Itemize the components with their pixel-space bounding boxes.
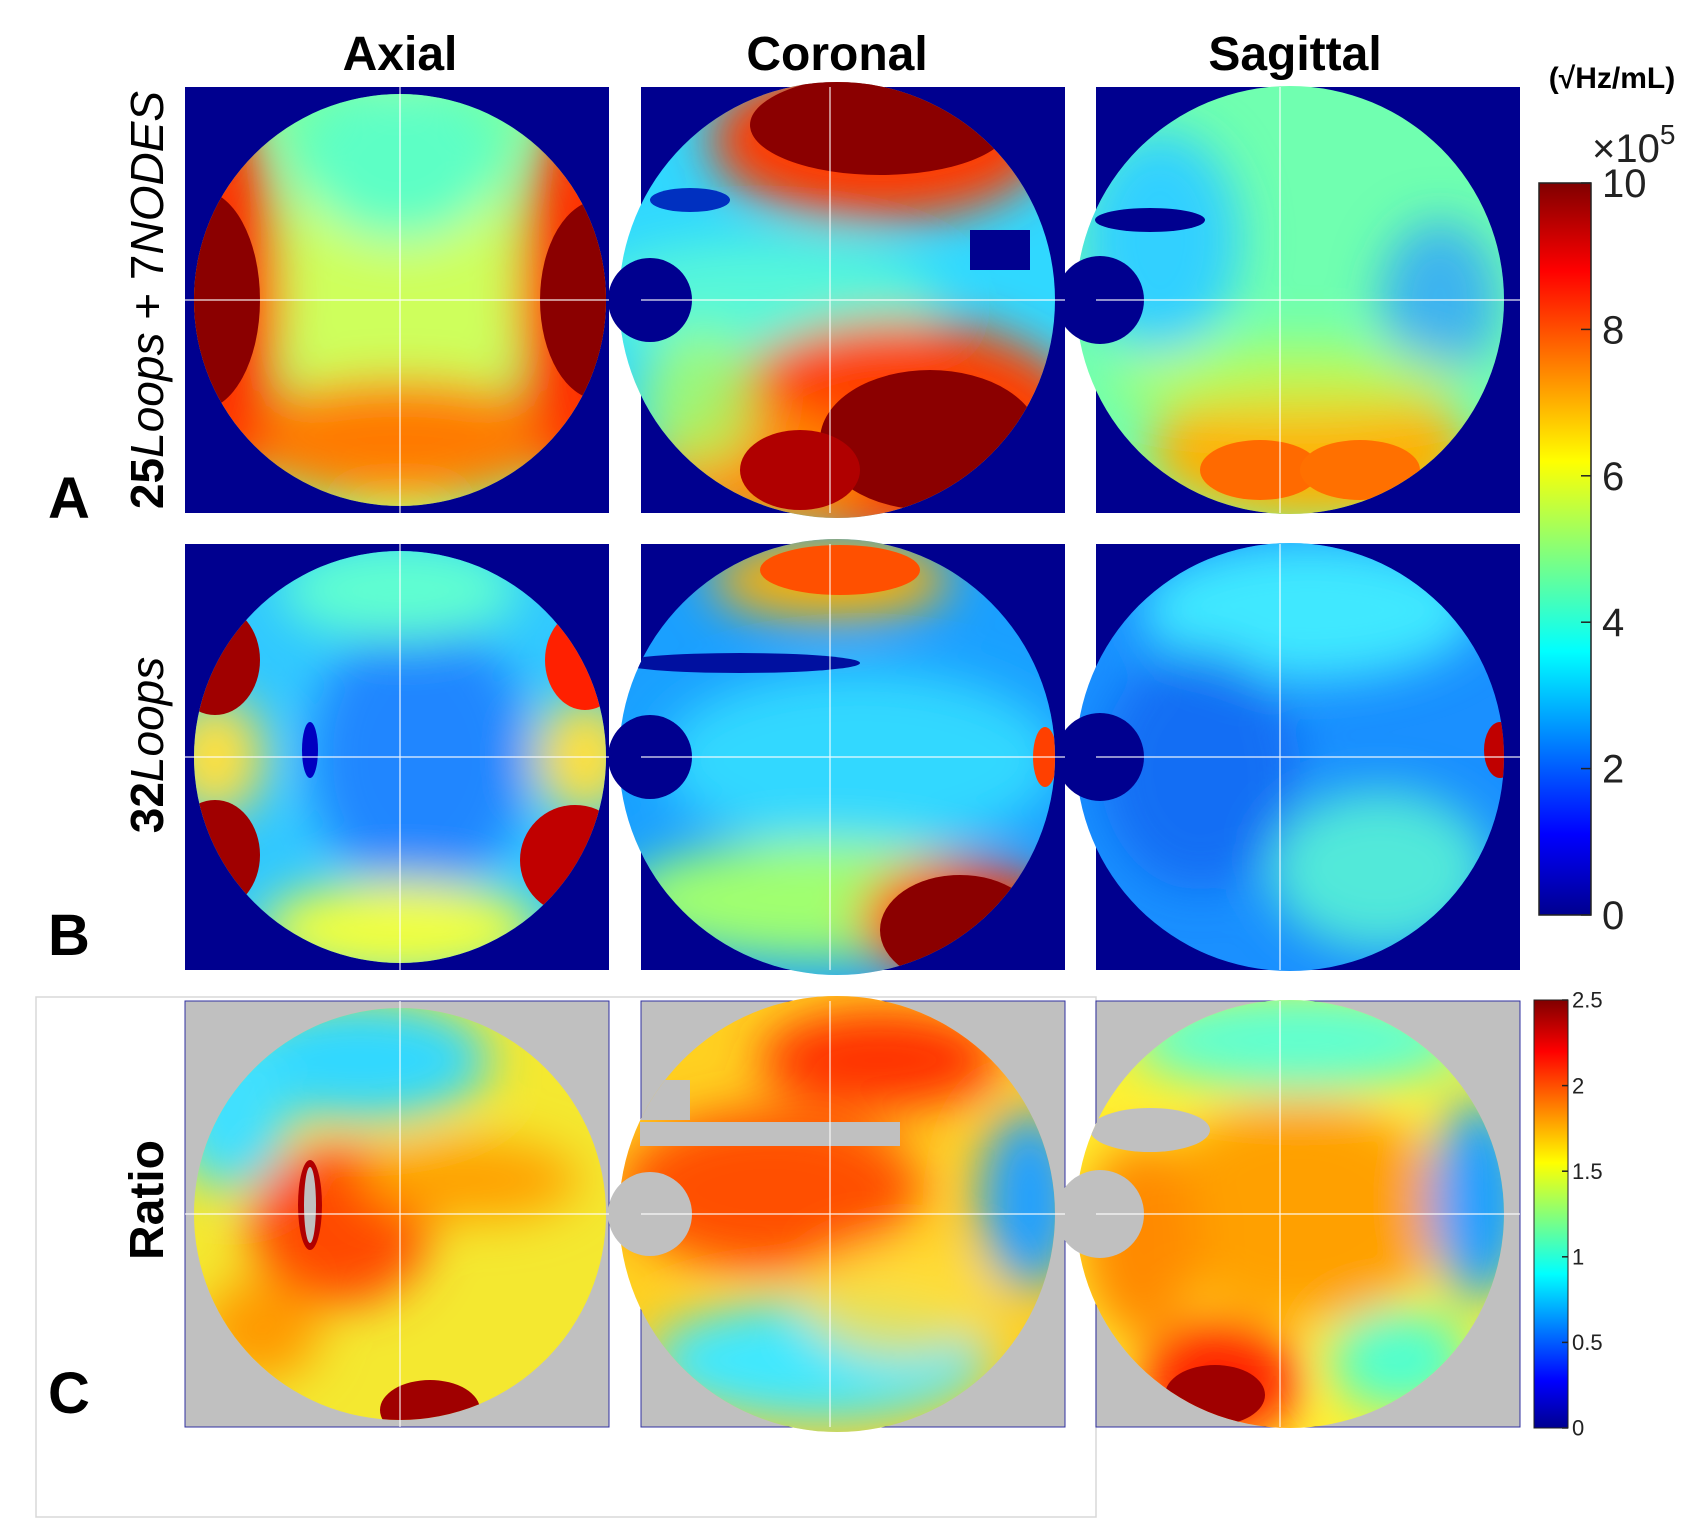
panel-b-coronal	[608, 539, 1065, 975]
colorbar-main-ticks: 0 2 4 6 8 10	[1581, 162, 1647, 938]
panel-b-sagittal	[1056, 543, 1520, 971]
panel-c-sagittal	[1056, 1000, 1521, 1428]
column-header-sagittal: Sagittal	[1208, 28, 1381, 81]
colorbar-ratio-tick-label: 2.5	[1572, 988, 1603, 1013]
row-letter-b: B	[48, 903, 90, 968]
colorbar-ratio-tick-label: 2	[1572, 1073, 1584, 1098]
colorbar-main-tick-label: 2	[1602, 748, 1624, 792]
colorbar-main-gradient	[1538, 182, 1592, 916]
row-letter-a: A	[48, 466, 90, 531]
crosshairs	[185, 87, 1520, 1427]
colorbar-main-tick-label: 6	[1602, 455, 1624, 499]
colorbar-ratio-tick-label: 1.5	[1572, 1159, 1603, 1184]
colorbar-main-tick-label: 4	[1602, 601, 1624, 645]
column-header-axial: Axial	[343, 28, 458, 81]
colorbar-ratio-tick-label: 1	[1572, 1245, 1584, 1270]
colorbar-main-tick-label: 0	[1602, 894, 1624, 938]
colorbar-ratio-tick-label: 0.5	[1572, 1330, 1603, 1355]
row-title-b: 32Loops	[121, 657, 173, 834]
row-title-a-part-1: 25	[121, 458, 173, 509]
colorbar-ratio: 0 0.5 1 1.5 2 2.5	[1533, 988, 1603, 1441]
colorbar-ratio-ticks: 0 0.5 1 1.5 2 2.5	[1562, 988, 1603, 1441]
colorbar-multiplier-exponent: 5	[1660, 119, 1676, 150]
row-title-a: 25Loops + 7NODES	[121, 91, 173, 509]
colorbar-ratio-tick-label: 0	[1572, 1416, 1584, 1441]
row-title-a-part-3: + 7	[121, 255, 173, 333]
colorbar-main-tick-label: 8	[1602, 308, 1624, 352]
colorbar-ratio-gradient	[1533, 999, 1569, 1429]
row-title-b-part-2: Loops	[121, 657, 173, 782]
panel-c-axial	[184, 1000, 610, 1428]
row-title-c: Ratio	[121, 1140, 174, 1260]
row-title-b-part-1: 32	[121, 782, 173, 833]
row-title-a-part-4: NODES	[121, 91, 173, 255]
colorbar-main-tick-label: 10	[1602, 162, 1647, 206]
row-letter-c: C	[48, 1361, 90, 1426]
colorbar-main: (√Hz/mL) ×105 0 2 4 6 8 10	[1538, 62, 1675, 938]
column-header-coronal: Coronal	[746, 28, 927, 81]
colorbar-unit-label: (√Hz/mL)	[1549, 62, 1675, 95]
panel-c-coronal	[608, 996, 1066, 1432]
colorbar-multiplier-base: ×10	[1592, 127, 1660, 171]
colorbar-multiplier: ×105	[1592, 119, 1675, 171]
row-title-a-part-2: Loops	[121, 333, 173, 458]
